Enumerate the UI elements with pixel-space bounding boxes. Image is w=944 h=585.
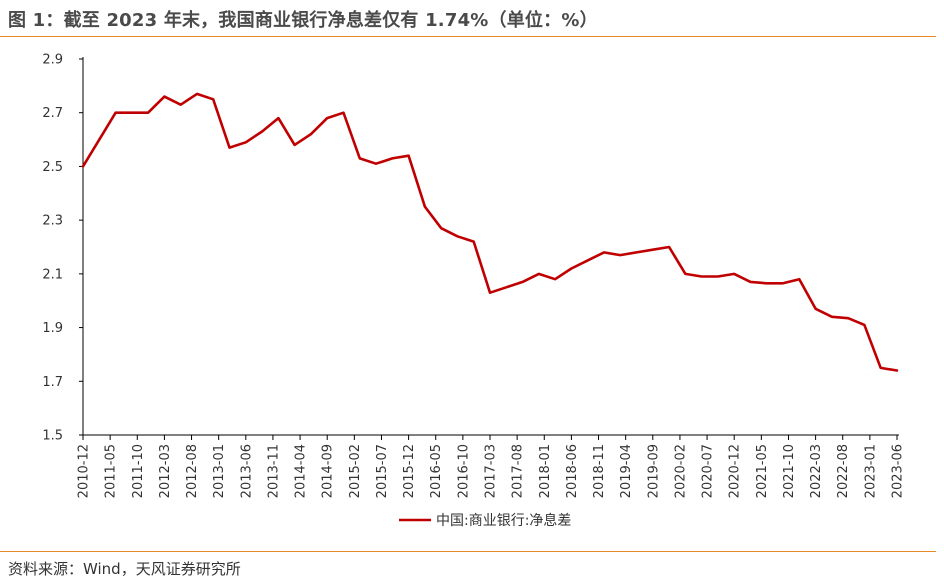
x-axis: 2010-12 2011-05 2011-10 2012-03 2012-08 2013-… bbox=[77, 434, 906, 498]
y-tick-label: 1.9 bbox=[42, 321, 63, 336]
x-tick-label: 2020-02 bbox=[673, 444, 688, 498]
y-tick-label: 2.1 bbox=[42, 267, 63, 282]
x-tick-label: 2016-10 bbox=[456, 444, 471, 498]
x-tick-label: 2014-09 bbox=[321, 444, 336, 498]
series-line bbox=[81, 92, 899, 372]
y-tick-label: 1.7 bbox=[42, 375, 63, 390]
x-tick-label: 2015-02 bbox=[348, 444, 363, 498]
x-tick-label: 2015-12 bbox=[402, 444, 417, 498]
y-tick-label: 2.3 bbox=[42, 214, 63, 229]
y-tick-label: 2.5 bbox=[42, 160, 63, 175]
x-tick-label: 2020-12 bbox=[728, 444, 743, 498]
x-tick-label: 2020-07 bbox=[701, 444, 716, 498]
x-tick-label: 2018-06 bbox=[565, 444, 580, 498]
legend-label: 中国:商业银行:净息差 bbox=[436, 512, 571, 529]
source-note: 资料来源：Wind，天风证券研究所 bbox=[8, 560, 241, 578]
x-tick-label: 2022-08 bbox=[836, 444, 851, 498]
source-divider bbox=[0, 551, 936, 552]
y-tick-label: 1.5 bbox=[42, 429, 63, 444]
x-tick-label: 2017-08 bbox=[511, 444, 526, 498]
x-tick-label: 2013-11 bbox=[266, 444, 281, 498]
x-tick-label: 2013-01 bbox=[212, 444, 227, 498]
x-tick-label: 2011-10 bbox=[131, 444, 146, 498]
x-tick-label: 2023-01 bbox=[863, 444, 878, 498]
x-tick-label: 2011-05 bbox=[104, 444, 119, 498]
x-tick-label: 2019-04 bbox=[619, 444, 634, 498]
x-tick-label: 2021-10 bbox=[782, 444, 797, 498]
x-tick-label: 2010-12 bbox=[77, 444, 92, 498]
series-layer bbox=[81, 92, 899, 372]
y-tick-label: 2.7 bbox=[42, 106, 63, 121]
x-tick-label: 2012-03 bbox=[158, 444, 173, 498]
y-axis: 1.5 1.7 1.9 2.1 2.3 2.5 2.7 2.9 bbox=[42, 53, 84, 444]
x-tick-label: 2018-01 bbox=[538, 444, 553, 498]
x-tick-label: 2012-08 bbox=[185, 444, 200, 498]
legend: 中国:商业银行:净息差 bbox=[399, 512, 571, 529]
x-tick-label: 2017-03 bbox=[484, 444, 499, 498]
x-tick-label: 2015-07 bbox=[375, 444, 390, 498]
x-tick-label: 2014-04 bbox=[294, 444, 309, 498]
x-tick-label: 2023-06 bbox=[891, 444, 906, 498]
x-tick-label: 2022-03 bbox=[809, 444, 824, 498]
x-tick-label: 2016-05 bbox=[429, 444, 444, 498]
chart-title: 图 1：截至 2023 年末，我国商业银行净息差仅有 1.74%（单位：%） bbox=[8, 10, 598, 31]
title-divider bbox=[0, 36, 936, 37]
y-tick-label: 2.9 bbox=[42, 53, 63, 68]
x-tick-label: 2019-09 bbox=[646, 444, 661, 498]
x-tick-label: 2013-06 bbox=[239, 444, 254, 498]
x-tick-label: 2021-05 bbox=[755, 444, 770, 498]
x-tick-label: 2018-11 bbox=[592, 444, 607, 498]
